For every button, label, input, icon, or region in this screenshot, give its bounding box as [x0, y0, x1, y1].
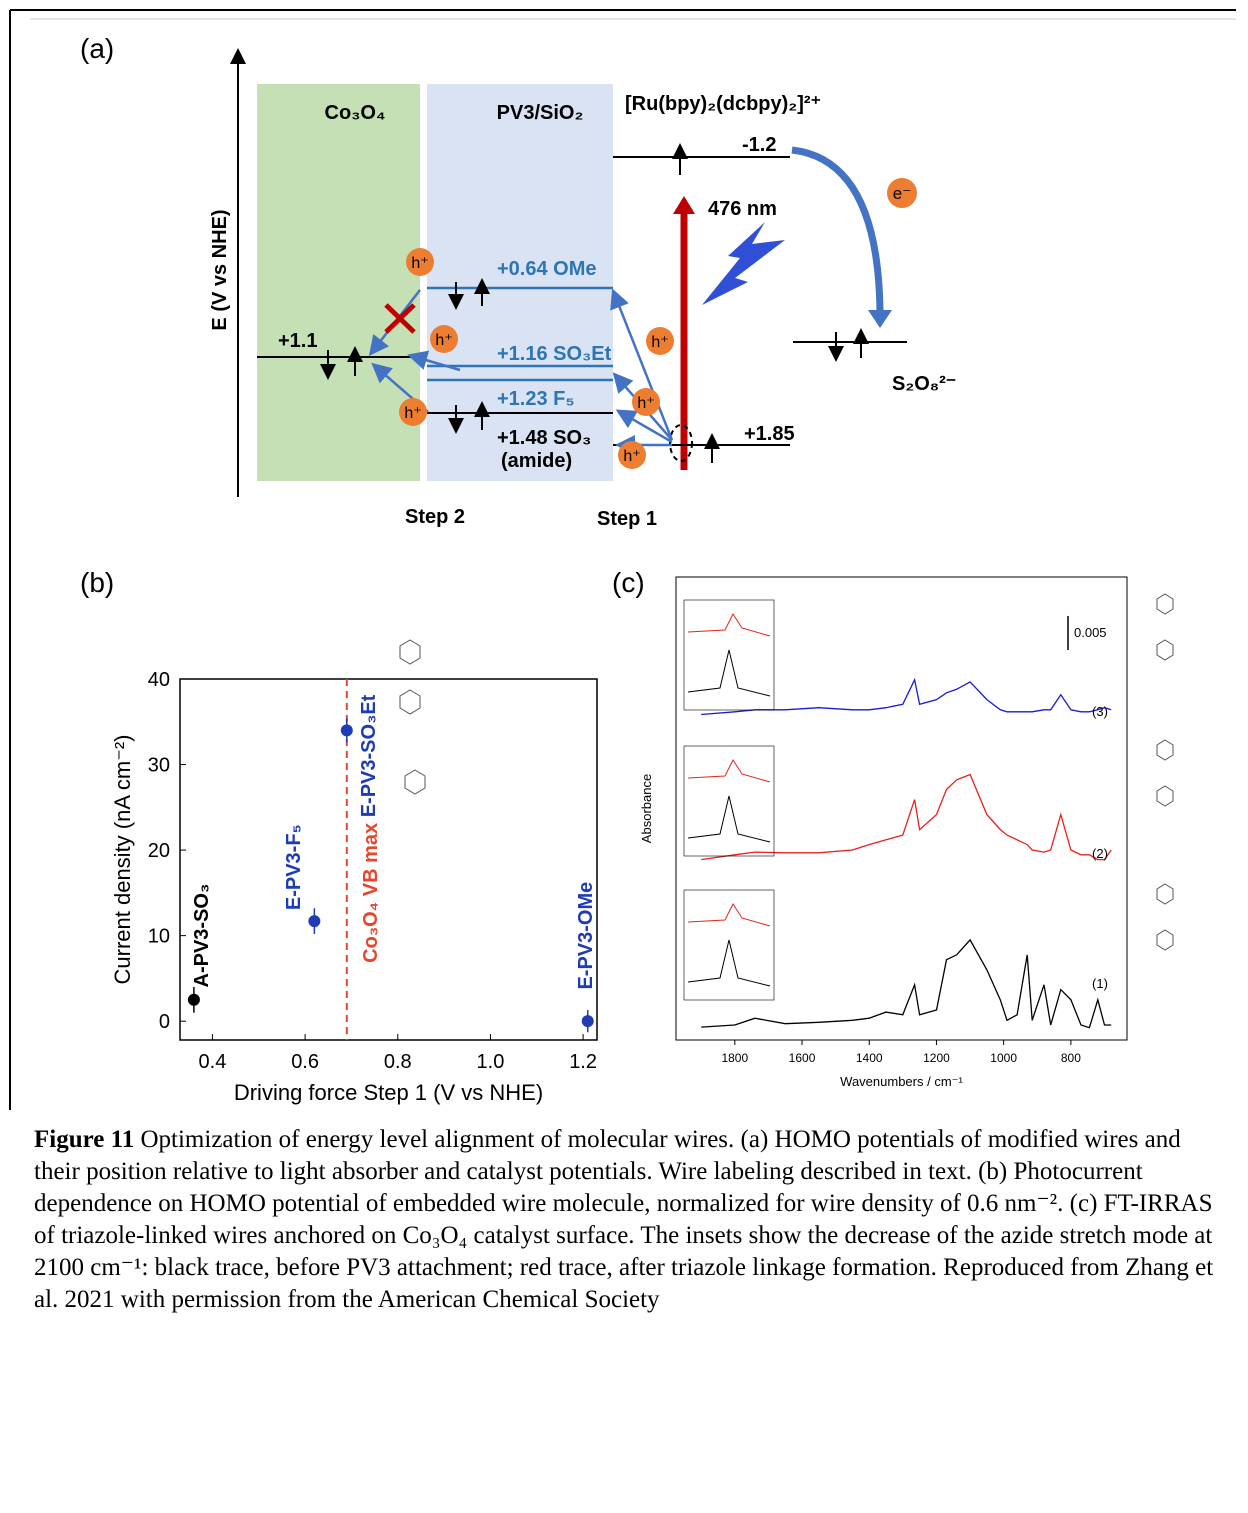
hole-label: h⁺ [637, 395, 654, 412]
structure [1156, 593, 1174, 615]
caption: Figure 11 Optimization of energy level a… [34, 1124, 1229, 1316]
x-tick-label: 1.2 [569, 1051, 597, 1073]
inset-trace [687, 649, 771, 697]
hole-label: h⁺ [404, 405, 421, 422]
step-label: Step 2 [405, 506, 465, 528]
y-tick-label: 10 [148, 926, 170, 948]
structure [1156, 785, 1174, 807]
scale-bar-label: 0.005 [1074, 625, 1107, 640]
structure [1156, 883, 1174, 905]
y-tick-label: 40 [148, 669, 170, 691]
inset-trace [687, 795, 771, 843]
region [427, 84, 613, 481]
panel-label: (a) [80, 33, 114, 64]
inset-trace [687, 612, 771, 637]
y-axis-label: Absorbance [639, 774, 654, 843]
reference-label: Co₃O₄ VB max [360, 823, 382, 963]
arrow-head [673, 196, 695, 214]
electron-label: e⁻ [893, 184, 911, 203]
structure [399, 689, 421, 715]
region [257, 84, 420, 481]
point [308, 915, 321, 928]
spectrum [701, 677, 1112, 716]
inset [683, 889, 775, 1001]
point-label: A-PV3-SO₃ [191, 884, 213, 988]
inset-trace [687, 939, 771, 987]
electron [887, 178, 917, 208]
level-note: (amide) [501, 450, 572, 472]
x-tick-label: 1600 [789, 1051, 816, 1065]
point [340, 724, 353, 737]
panel-label: (c) [612, 567, 645, 598]
step-label: Step 1 [597, 508, 657, 530]
inset [683, 745, 775, 857]
inset-trace [687, 902, 771, 927]
panel-label: (b) [80, 567, 114, 598]
x-tick-label: 800 [1061, 1051, 1081, 1065]
structure [404, 769, 426, 795]
hole-site [669, 424, 693, 462]
level-label: +0.64 OMe [497, 258, 597, 280]
point-label: E-PV3-OMe [575, 882, 597, 990]
plot-frame [179, 678, 598, 1041]
spectrum [701, 773, 1112, 861]
series-label: (3) [1092, 704, 1108, 719]
level-label: +1.1 [278, 330, 317, 352]
level-label: -1.2 [742, 134, 776, 156]
y-tick-label: 0 [159, 1011, 170, 1033]
point [187, 993, 200, 1006]
x-axis-label: Driving force Step 1 (V vs NHE) [234, 1080, 543, 1105]
plot-frame [675, 576, 1128, 1041]
structure [1156, 739, 1174, 761]
point-label: E-PV3-SO₃Et [358, 694, 380, 817]
figure: (a) E (V vs NHE) Co₃O₄ PV3/SiO₂ [Ru(bpy)… [9, 9, 1236, 1110]
level-label: +1.16 SO₃Et [497, 343, 612, 365]
panel-a: (a) E (V vs NHE) Co₃O₄ PV3/SiO₂ [Ru(bpy)… [80, 33, 956, 530]
structure [1156, 929, 1174, 951]
electron-arrow [791, 146, 884, 319]
excitation-label: 476 nm [708, 198, 777, 220]
spectrum [701, 938, 1112, 1029]
level-label: +1.85 [744, 423, 795, 445]
y-tick-label: 20 [148, 840, 170, 862]
x-tick-label: 1000 [990, 1051, 1017, 1065]
level-label: +1.23 F₅ [497, 388, 575, 410]
caption-label: Figure 11 [34, 1126, 135, 1153]
point-label: E-PV3-F₅ [283, 824, 305, 910]
x-tick-label: 0.4 [199, 1051, 227, 1073]
holes: h⁺ h⁺ h⁺ h⁺ h⁺ h⁺ [399, 248, 674, 469]
structure [399, 639, 421, 665]
x-axis-label: Wavenumbers / cm⁻¹ [840, 1074, 963, 1089]
axis-label: E (V vs NHE) [209, 209, 231, 330]
series-label: (2) [1092, 846, 1108, 861]
x-tick-label: 1400 [856, 1051, 883, 1065]
lightning [702, 222, 785, 305]
series-label: (1) [1092, 976, 1108, 991]
structure [1156, 639, 1174, 661]
hole-label: h⁺ [435, 332, 452, 349]
x-tick-label: 1800 [721, 1051, 748, 1065]
inset-trace [687, 758, 771, 783]
region-label: Co₃O₄ [325, 102, 386, 124]
x-tick-label: 0.8 [384, 1051, 412, 1073]
hole-label: h⁺ [651, 334, 668, 351]
absorber-label: [Ru(bpy)₂(dcbpy)₂]²⁺ [625, 93, 821, 115]
point [581, 1015, 594, 1028]
x-tick-label: 1.0 [477, 1051, 505, 1073]
acceptor-label: S₂O₈²⁻ [892, 373, 956, 395]
y-tick-label: 30 [148, 755, 170, 777]
y-axis-label: Current density (nA cm⁻²) [110, 734, 135, 984]
caption-text: Optimization of energy level alignment o… [34, 1126, 1214, 1313]
region-label: PV3/SiO₂ [497, 102, 584, 124]
inset [683, 599, 775, 711]
hole-label: h⁺ [411, 255, 428, 272]
blocked [384, 303, 416, 334]
level-label: +1.48 SO₃ [497, 427, 591, 449]
x-tick-label: 1200 [923, 1051, 950, 1065]
hole-label: h⁺ [623, 448, 640, 465]
x-tick-label: 0.6 [291, 1051, 319, 1073]
arrow-head [868, 310, 892, 328]
